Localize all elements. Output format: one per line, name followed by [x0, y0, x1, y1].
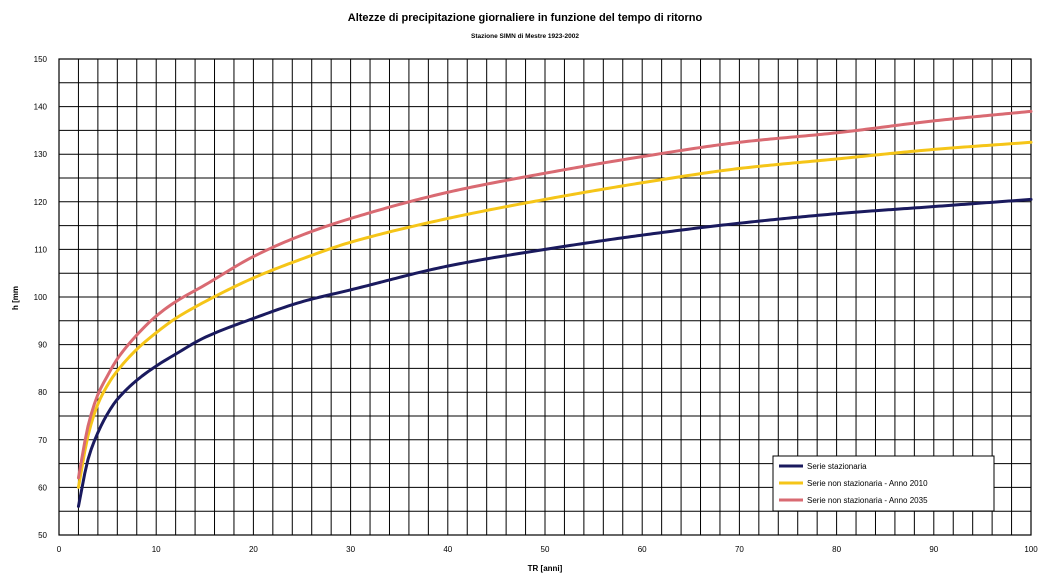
legend: Serie stazionaria Serie non stazionaria -…	[772, 455, 995, 512]
x-axis-label: TR [anni]	[528, 564, 563, 573]
y-tick-label: 150	[34, 55, 48, 64]
y-tick-label: 80	[38, 388, 47, 397]
chart-title: Altezze di precipitazione giornaliere in…	[348, 12, 703, 24]
x-tick-label: 20	[249, 545, 258, 554]
legend-box	[772, 455, 995, 512]
series-line-1	[76, 197, 1033, 508]
x-tick-label: 40	[443, 545, 452, 554]
y-tick-label: 60	[38, 483, 47, 492]
y-tick-label: 130	[34, 150, 48, 159]
legend-label-3: Serie non stazionaria - Anno 2035	[807, 496, 928, 505]
y-tick-label: 50	[38, 531, 47, 540]
series-line-3	[76, 109, 1033, 480]
x-tick-label: 10	[152, 545, 161, 554]
x-tick-label: 80	[832, 545, 841, 554]
y-tick-label: 140	[34, 103, 48, 112]
plot-border	[58, 58, 1032, 536]
y-axis-label: h [mm	[11, 286, 20, 310]
x-tick-label: 60	[638, 545, 647, 554]
y-tick-label: 90	[38, 341, 47, 350]
x-tick-label: 100	[1024, 545, 1038, 554]
x-tick-label: 0	[57, 545, 62, 554]
plot-area: 0 10 20 30 40 50 60 70 80 90 100 50 60 70 80 90 100 110 12…	[34, 55, 1039, 554]
x-tick-label: 90	[929, 545, 938, 554]
x-tick-label: 70	[735, 545, 744, 554]
series-line-2	[76, 140, 1033, 489]
legend-label-1: Serie stazionaria	[807, 462, 867, 471]
legend-label-2: Serie non stazionaria - Anno 2010	[807, 479, 928, 488]
y-tick-label: 100	[34, 293, 48, 302]
y-tick-label: 110	[34, 245, 47, 254]
x-tick-label: 50	[541, 545, 550, 554]
x-tick-label: 30	[346, 545, 355, 554]
y-tick-label: 70	[38, 436, 47, 445]
y-tick-label: 120	[34, 198, 48, 207]
chart-subtitle: Stazione SIMN di Mestre 1923-2002	[471, 33, 579, 40]
